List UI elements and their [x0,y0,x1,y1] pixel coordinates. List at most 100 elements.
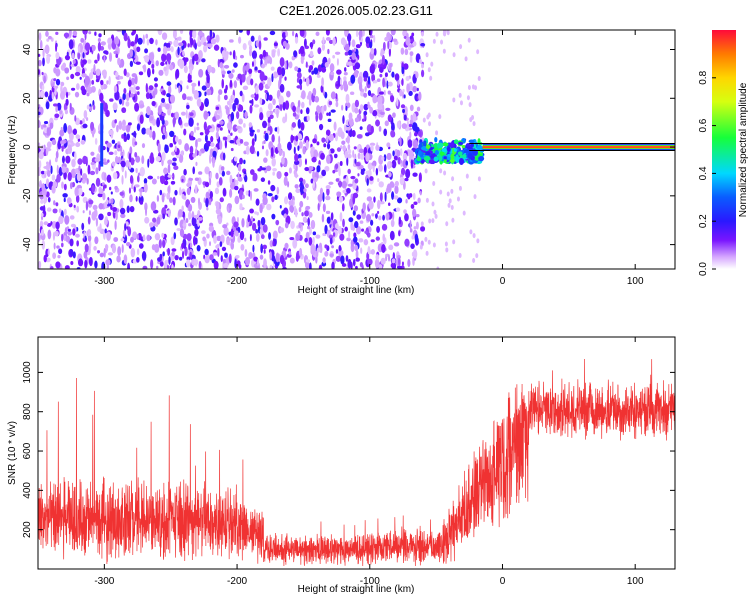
heatmap-cell [179,118,183,126]
heatmap-cell [472,121,476,127]
heatmap-cell [267,193,273,197]
heatmap-cell [226,100,231,106]
heatmap-cell [213,235,217,244]
heatmap-cell [310,43,313,50]
heatmap-cell [113,50,119,55]
heatmap-cell [338,196,344,203]
heatmap-cell [219,241,223,247]
heatmap-cell [260,216,266,226]
heatmap-cell [265,149,269,157]
heatmap-cell [396,149,401,157]
heatmap-cell [217,94,221,102]
heatmap-cell [399,136,402,147]
heatmap-cell [77,51,81,60]
heatmap-cell [193,53,199,62]
heatmap-cell [100,41,106,46]
heatmap-cell [302,216,307,223]
heatmap-cell [209,177,212,186]
heatmap-cell [54,87,57,96]
heatmap-cell [38,260,42,269]
heatmap-cell [171,172,175,181]
heatmap-cell [117,246,122,256]
heatmap-cell [149,37,154,45]
heatmap-cell [307,225,311,230]
heatmap-cell [42,48,45,58]
heatmap-cell [308,64,314,71]
heatmap-cell [94,260,98,269]
heatmap-cell [90,161,95,166]
heatmap-carrier [482,146,675,148]
heatmap-cell [123,32,128,42]
y-tick-label: 200 [22,521,33,538]
heatmap-cell [358,238,364,243]
heatmap-cell [270,184,276,192]
heatmap-cell [103,247,106,258]
heatmap-cell [62,193,68,198]
heatmap-cell [193,214,199,219]
heatmap-cell [376,78,381,82]
heatmap-cell [401,123,408,129]
heatmap-cell [223,94,228,101]
heatmap-cell [230,241,235,250]
heatmap-cell [297,230,301,236]
heatmap-cell [198,260,202,269]
heatmap-cell [295,188,301,194]
heatmap-cell [347,49,353,56]
heatmap-cell [121,134,124,139]
heatmap-cell [417,130,422,137]
heatmap-cell [186,104,190,110]
heatmap-cell [125,160,130,168]
heatmap-cell [347,148,352,155]
heatmap-cell [198,171,203,175]
heatmap-cell [45,101,50,110]
heatmap-cell [411,235,415,240]
heatmap-cell [453,148,458,152]
heatmap-cell [279,83,285,93]
heatmap-cell [338,180,343,188]
heatmap-cell [323,143,327,148]
heatmap-cell [138,188,144,193]
heatmap-cell [250,190,253,201]
heatmap-cell [189,67,193,75]
heatmap-cell [389,63,392,72]
heatmap-cell [445,221,449,227]
heatmap-cell [154,243,160,253]
heatmap-cell [179,59,185,70]
heatmap-cell [412,85,418,93]
heatmap-cell [311,70,315,75]
heatmap-cell [44,44,50,55]
heatmap-cell [334,153,338,159]
heatmap-cell [141,251,147,261]
heatmap-cell [47,196,51,203]
heatmap-cell [222,152,226,161]
heatmap-cell [412,122,418,132]
heatmap-cell [97,250,101,254]
heatmap-cell [422,117,426,123]
heatmap-cell [250,35,255,42]
heatmap-cell [352,194,356,205]
heatmap-cell [321,137,326,143]
heatmap-cell [161,112,166,117]
heatmap-cell [441,148,448,153]
heatmap-cell [439,189,443,195]
snr-x-axis-label: Height of straight line (km) [298,584,415,595]
heatmap-cell [312,231,317,236]
heatmap-cell [142,234,146,241]
heatmap-cell [141,143,146,149]
heatmap-cell [350,193,354,200]
heatmap-cell [61,242,64,248]
heatmap-cell [46,38,50,42]
heatmap-cell [450,204,454,210]
heatmap-cell [192,166,196,175]
heatmap-cell [336,147,342,152]
heatmap-cell [125,92,130,102]
heatmap-cell [244,237,247,242]
heatmap-cell [410,114,413,121]
heatmap-cell [413,226,417,230]
heatmap-cell [134,141,138,146]
heatmap-cell [308,98,312,106]
heatmap-cell [299,134,303,140]
heatmap-cell [276,170,282,180]
heatmap-cell [344,51,349,56]
heatmap-cell [325,185,331,190]
